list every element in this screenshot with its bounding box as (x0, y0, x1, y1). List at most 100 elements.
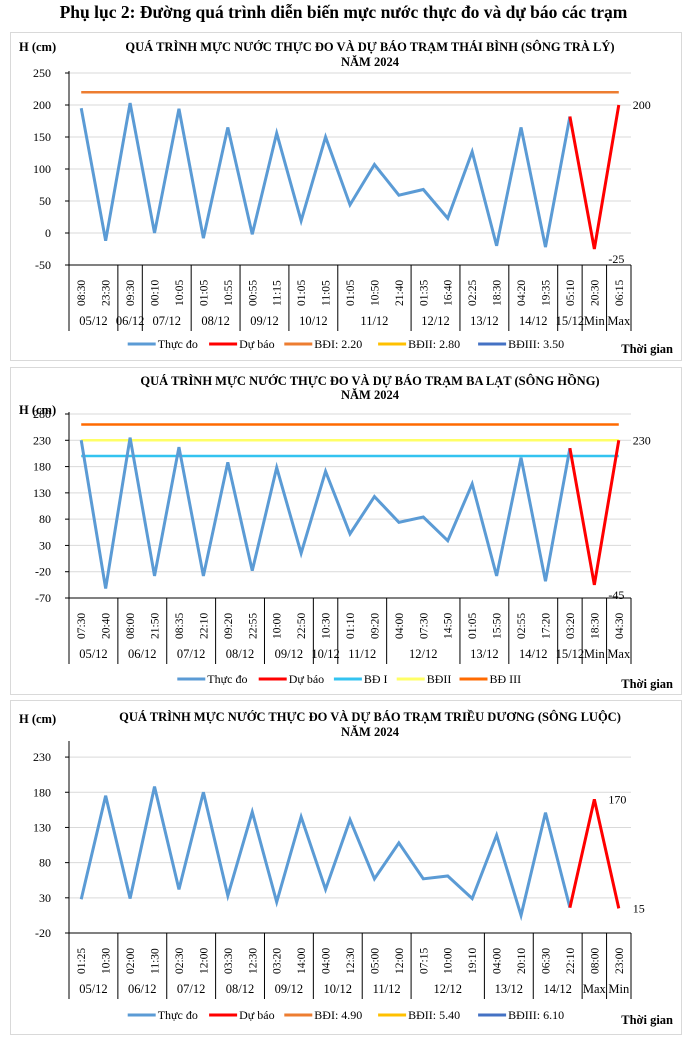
x-tick-label: 14:50 (443, 613, 455, 639)
y-tick-label: 30 (39, 538, 51, 552)
x-tick-label: 22:10 (565, 948, 577, 974)
x-group-label: Max (607, 647, 631, 661)
x-axis-title: Thời gian (621, 677, 673, 691)
y-tick-label: -70 (35, 591, 51, 605)
x-tick-label: 07:15 (418, 948, 430, 974)
page-title: Phụ lục 2: Đường quá trình diễn biến mực… (59, 2, 628, 22)
x-tick-label: 10:00 (272, 613, 284, 639)
x-group-label: 05/12 (79, 982, 107, 996)
x-group-label: 15/12 (556, 647, 584, 661)
data-label: 230 (633, 433, 651, 447)
x-group-label: 07/12 (177, 982, 205, 996)
x-tick-label: 19:35 (540, 280, 552, 306)
x-group-label: Min (608, 982, 630, 996)
chart-thai-binh: QUÁ TRÌNH MỰC NƯỚC THỰC ĐO VÀ DỰ BÁO TRẠ… (10, 32, 682, 361)
x-tick-label: 02:55 (516, 613, 528, 639)
x-tick-label: 14:00 (296, 948, 308, 974)
x-group-label: 09/12 (275, 982, 303, 996)
chart-svg: QUÁ TRÌNH MỰC NƯỚC THỰC ĐO VÀ DỰ BÁO TRẠ… (19, 709, 673, 1027)
x-group-label: 06/12 (128, 982, 156, 996)
y-tick-label: 200 (33, 98, 51, 112)
x-tick-label: 10:00 (443, 948, 455, 974)
legend-label: Dự báo (289, 672, 325, 686)
chart-title: QUÁ TRÌNH MỰC NƯỚC THỰC ĐO VÀ DỰ BÁO TRẠ… (119, 709, 621, 724)
x-group-label: Max (583, 982, 607, 996)
x-tick-label: 08:35 (174, 613, 186, 639)
x-group-label: 09/12 (275, 647, 303, 661)
x-group-label: 12/12 (421, 314, 449, 328)
legend-label: Thực đo (207, 672, 247, 686)
data-label: -45 (608, 588, 624, 602)
x-tick-label: 04:00 (492, 948, 504, 974)
x-group-label: Max (607, 314, 631, 328)
x-tick-label: 04:00 (394, 613, 406, 639)
x-tick-label: 02:25 (467, 280, 479, 306)
x-tick-label: 22:50 (296, 613, 308, 639)
x-tick-label: 06:30 (540, 948, 552, 974)
y-tick-label: 0 (45, 226, 51, 240)
x-tick-label: 21:40 (394, 280, 406, 306)
y-axis-title: H (cm) (19, 403, 56, 417)
x-group-label: 05/12 (79, 314, 107, 328)
series-line-du-bao (568, 104, 621, 250)
x-group-label: 08/12 (201, 314, 229, 328)
y-axis-title: H (cm) (19, 40, 56, 54)
x-tick-label: 10:30 (101, 948, 113, 974)
x-group-label: 11/12 (360, 314, 388, 328)
x-group-label: 14/12 (543, 982, 571, 996)
y-axis-title: H (cm) (19, 712, 56, 726)
x-group-label: 15/12 (556, 314, 584, 328)
x-tick-label: 09:30 (125, 280, 137, 306)
x-tick-label: 21:50 (150, 613, 162, 639)
x-group-label: 08/12 (226, 982, 254, 996)
x-tick-label: 03:30 (223, 948, 235, 974)
x-tick-label: 02:00 (125, 948, 137, 974)
x-tick-label: 00:55 (247, 280, 259, 306)
legend-label: BĐI: 4.90 (314, 1008, 362, 1022)
x-group-label: 12/12 (409, 647, 437, 661)
series-line-thuc-do (79, 102, 572, 248)
legend-label: Dự báo (239, 337, 275, 351)
x-tick-label: 01:25 (76, 948, 88, 974)
x-group-label: 06/12 (128, 647, 156, 661)
x-tick-label: 20:40 (101, 613, 113, 639)
x-group-label: 10/12 (299, 314, 327, 328)
x-group-label: 13/12 (470, 314, 498, 328)
x-tick-label: 05:10 (565, 280, 577, 306)
chart-trieu-duong: QUÁ TRÌNH MỰC NƯỚC THỰC ĐO VÀ DỰ BÁO TRẠ… (10, 700, 682, 1035)
x-group-label: 14/12 (519, 647, 547, 661)
x-group-label: 06/12 (116, 314, 144, 328)
x-tick-label: 04:20 (516, 280, 528, 306)
legend-label: BĐIII: 3.50 (508, 337, 564, 351)
series-line-thuc-do (79, 786, 572, 922)
chart-subtitle: NĂM 2024 (341, 55, 400, 69)
x-tick-label: 07:30 (418, 613, 430, 639)
y-tick-label: 180 (33, 785, 51, 799)
legend-label: BĐII: 2.80 (408, 337, 460, 351)
x-tick-label: 06:15 (614, 280, 626, 306)
x-tick-label: 08:30 (76, 280, 88, 306)
x-group-label: 10/12 (324, 982, 352, 996)
y-tick-label: 250 (33, 66, 51, 80)
legend-label: BĐIII: 6.10 (508, 1008, 564, 1022)
x-tick-label: 11:30 (150, 948, 162, 974)
series-line-du-bao (568, 440, 621, 586)
y-tick-label: 180 (33, 460, 51, 474)
x-tick-label: 17:20 (540, 613, 552, 639)
x-tick-label: 01:05 (198, 280, 210, 306)
x-tick-label: 01:05 (296, 280, 308, 306)
x-group-label: 12/12 (433, 982, 461, 996)
chart-svg: QUÁ TRÌNH MỰC NƯỚC THỰC ĐO VÀ DỰ BÁO TRẠ… (19, 373, 673, 691)
x-tick-label: 04:30 (614, 613, 626, 639)
y-tick-label: 280 (33, 407, 51, 421)
x-tick-label: 19:10 (467, 948, 479, 974)
x-tick-label: 12:00 (394, 948, 406, 974)
x-tick-label: 23:30 (101, 280, 113, 306)
legend-label: BĐ III (490, 672, 522, 686)
chart-subtitle: NĂM 2024 (341, 388, 400, 402)
y-tick-label: -20 (35, 926, 51, 940)
legend-label: BĐII: 5.40 (408, 1008, 460, 1022)
x-tick-label: 23:00 (614, 948, 626, 974)
x-group-label: Min (584, 647, 606, 661)
x-group-label: 07/12 (152, 314, 180, 328)
